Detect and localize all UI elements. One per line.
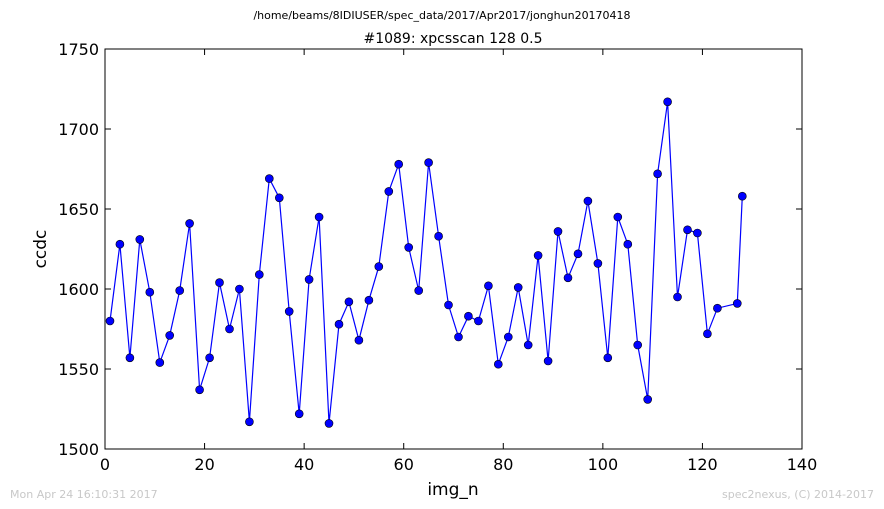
data-point (623, 239, 633, 249)
x-tick-label: 60 (394, 455, 414, 474)
data-point (175, 286, 184, 295)
data-point (314, 212, 324, 222)
data-point (215, 278, 224, 287)
data-point (533, 251, 543, 260)
timestamp-footer: Mon Apr 24 16:10:31 2017 (10, 488, 158, 501)
x-tick-label: 120 (687, 455, 718, 474)
data-point (643, 395, 653, 404)
data-point (713, 303, 722, 313)
data-point (613, 212, 623, 222)
data-point (165, 331, 174, 340)
data-point (673, 292, 682, 302)
data-point (294, 409, 304, 419)
data-point (105, 316, 115, 326)
data-point (245, 417, 254, 427)
data-point (354, 335, 364, 345)
data-point (324, 419, 334, 428)
data-point (464, 311, 473, 321)
data-point (663, 97, 672, 107)
data-point (523, 340, 533, 350)
data-point (195, 385, 204, 395)
data-point (284, 307, 294, 316)
data-point (364, 295, 374, 305)
x-tick-label: 80 (493, 455, 513, 474)
series-markers (105, 97, 747, 428)
data-point (344, 297, 354, 307)
data-point (404, 243, 414, 252)
x-tick-label: 100 (588, 455, 619, 474)
data-point (304, 275, 314, 284)
data-point (454, 332, 463, 342)
data-point (155, 358, 165, 367)
data-point (205, 353, 214, 363)
data-point (424, 158, 433, 167)
data-point (593, 259, 603, 268)
series-line (109, 101, 743, 424)
data-point (225, 324, 234, 334)
x-tick-label: 0 (100, 455, 110, 474)
data-point (145, 287, 155, 297)
data-point (334, 319, 344, 329)
y-tick-label: 1700 (58, 120, 99, 139)
data-point (683, 225, 692, 235)
data-point (414, 286, 424, 295)
data-point (474, 316, 483, 326)
data-point (693, 228, 702, 238)
x-tick-label: 20 (194, 455, 214, 474)
data-point (434, 231, 443, 241)
data-point (125, 353, 135, 363)
data-point (493, 359, 503, 369)
credit-footer: spec2nexus, (C) 2014-2017 (722, 488, 874, 501)
y-tick-label: 1600 (58, 280, 99, 299)
y-axis-label: ccdc (31, 230, 51, 269)
x-tick-label: 140 (787, 455, 818, 474)
data-point (185, 219, 194, 228)
data-point (394, 159, 404, 169)
data-point (503, 332, 513, 342)
data-point (135, 235, 145, 244)
data-point (374, 262, 384, 271)
data-point (653, 169, 662, 179)
y-tick-label: 1750 (58, 40, 99, 59)
scan-title: #1089: xpcsscan 128 0.5 (363, 31, 542, 47)
data-point (254, 270, 264, 279)
x-tick-label: 40 (294, 455, 314, 474)
data-point (633, 340, 643, 350)
plot-area-frame (104, 48, 803, 450)
data-point (553, 227, 563, 236)
x-axis-label: img_n (427, 480, 478, 500)
data-point (573, 249, 583, 259)
data-point (737, 191, 747, 201)
data-point (563, 273, 573, 283)
data-point (583, 196, 593, 206)
file-path-title: /home/beams/8IDIUSER/spec_data/2017/Apr2… (253, 9, 630, 22)
data-point (543, 356, 553, 366)
data-point (703, 329, 712, 339)
y-axis-ticks: 1500 1550 1600 1650 1700 1750 (58, 40, 802, 459)
data-point (384, 187, 394, 196)
data-point (444, 300, 453, 310)
data-point (603, 353, 613, 363)
data-point (264, 174, 274, 183)
data-point (235, 284, 244, 294)
data-point (732, 299, 742, 308)
y-tick-label: 1550 (58, 360, 99, 379)
data-point (484, 281, 493, 291)
data-point (274, 193, 284, 203)
y-tick-label: 1650 (58, 200, 99, 219)
y-tick-label: 1500 (58, 440, 99, 459)
data-point (513, 283, 523, 292)
data-point (115, 239, 125, 249)
x-axis-ticks: 0 20 40 60 80 100 120 140 (100, 49, 817, 474)
